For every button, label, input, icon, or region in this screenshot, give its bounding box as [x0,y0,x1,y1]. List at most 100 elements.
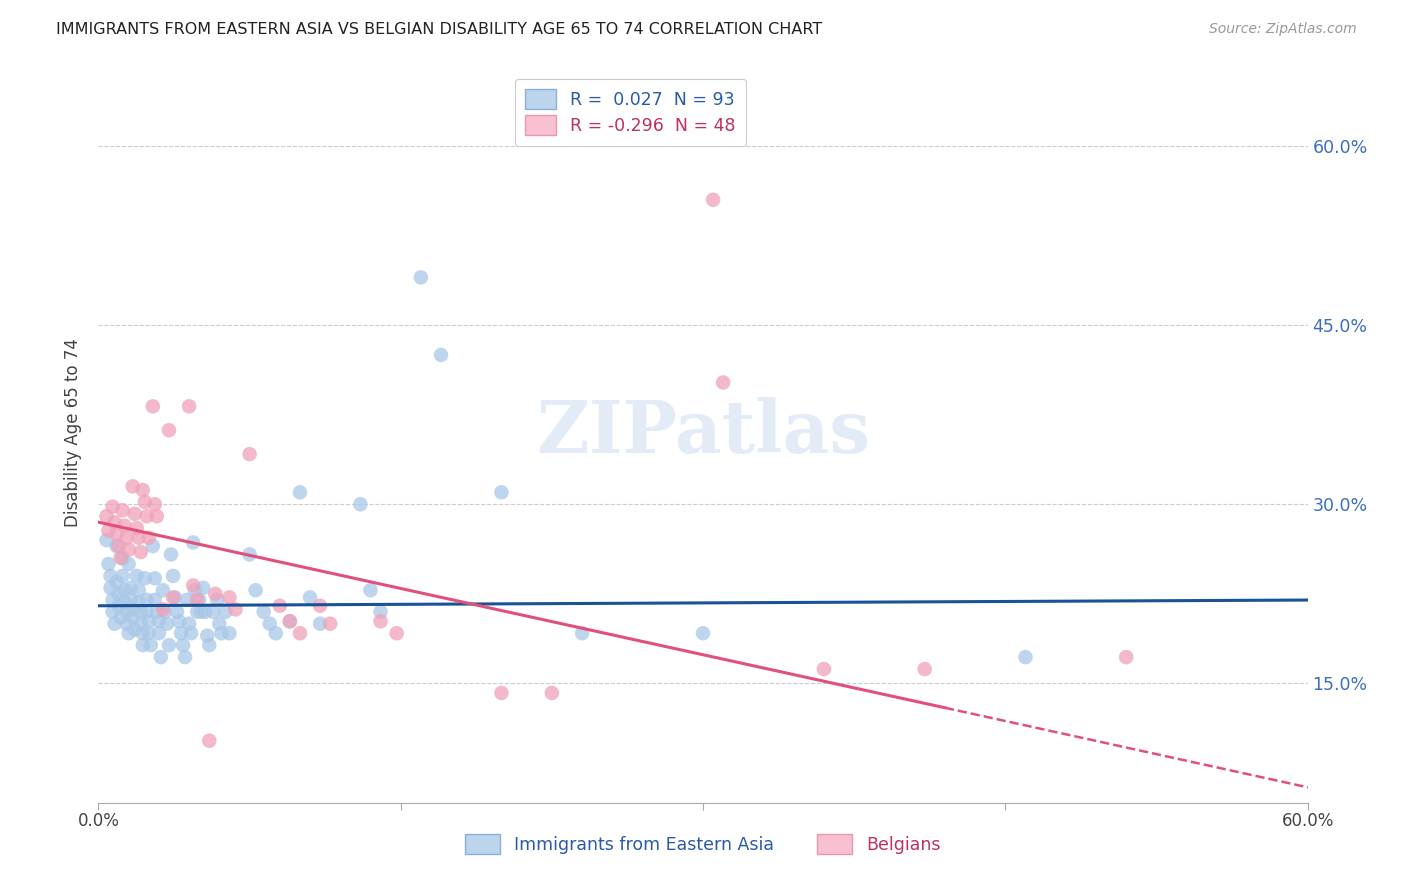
Point [179,616,201,631]
Point [143,497,166,511]
Point [370,605,392,619]
Point [132,626,155,640]
Point [129,545,152,559]
Point [110,610,132,624]
Point [209,626,232,640]
Text: ZIPatlas: ZIPatlas [536,397,870,468]
Point [540,686,562,700]
Point [214,605,236,619]
Point [186,605,208,619]
Point [370,615,392,629]
Point [148,615,170,629]
Point [115,605,138,619]
Point [129,605,152,619]
Point [115,531,138,545]
Point [115,616,138,631]
Point [430,348,453,362]
Point [571,626,593,640]
Point [245,583,267,598]
Point [193,581,215,595]
Point [299,591,322,605]
Point [218,591,240,605]
Point [107,587,129,601]
Point [105,539,128,553]
Point [118,626,141,640]
Point [118,557,141,571]
Point [142,400,165,414]
Point [914,662,936,676]
Point [162,591,184,605]
Point [208,616,231,631]
Point [138,615,160,629]
Point [491,686,513,700]
Point [135,592,157,607]
Point [162,569,184,583]
Point [194,605,217,619]
Point [198,638,221,652]
Point [224,602,246,616]
Point [181,535,204,549]
Point [813,662,835,676]
Point [105,527,128,541]
Point [491,485,513,500]
Point [138,531,160,545]
Point [152,583,174,598]
Point [360,583,382,598]
Point [702,193,724,207]
Point [146,509,169,524]
Point [135,509,157,524]
Point [157,423,180,437]
Point [100,569,122,583]
Point [319,616,342,631]
Point [114,595,136,609]
Legend: Immigrants from Eastern Asia, Belgians: Immigrants from Eastern Asia, Belgians [458,827,948,861]
Point [97,524,120,538]
Point [288,485,311,500]
Point [101,592,124,607]
Point [198,733,221,747]
Point [172,638,194,652]
Point [128,531,150,545]
Point [142,539,165,553]
Point [409,270,432,285]
Point [118,542,141,557]
Point [157,638,180,652]
Point [152,602,174,616]
Point [181,578,204,592]
Point [100,581,122,595]
Point [184,583,207,598]
Point [105,574,128,589]
Point [218,626,240,640]
Point [1014,650,1036,665]
Text: Source: ZipAtlas.com: Source: ZipAtlas.com [1209,22,1357,37]
Point [132,483,155,497]
Point [309,616,332,631]
Point [264,626,287,640]
Point [1115,650,1137,665]
Point [111,503,134,517]
Point [174,650,197,665]
Point [129,616,152,631]
Point [132,638,155,652]
Point [278,615,301,629]
Text: 60.0%: 60.0% [1281,813,1334,830]
Point [309,599,332,613]
Point [166,605,188,619]
Point [349,497,371,511]
Point [107,539,129,553]
Point [120,581,142,595]
Point [176,592,198,607]
Point [103,515,125,529]
Point [96,533,118,547]
Point [111,551,134,566]
Point [110,551,132,566]
Point [103,616,125,631]
Point [148,626,170,640]
Point [124,507,146,521]
Point [143,592,166,607]
Point [204,587,226,601]
Point [167,615,190,629]
Point [128,583,150,598]
Point [259,616,281,631]
Point [107,599,129,613]
